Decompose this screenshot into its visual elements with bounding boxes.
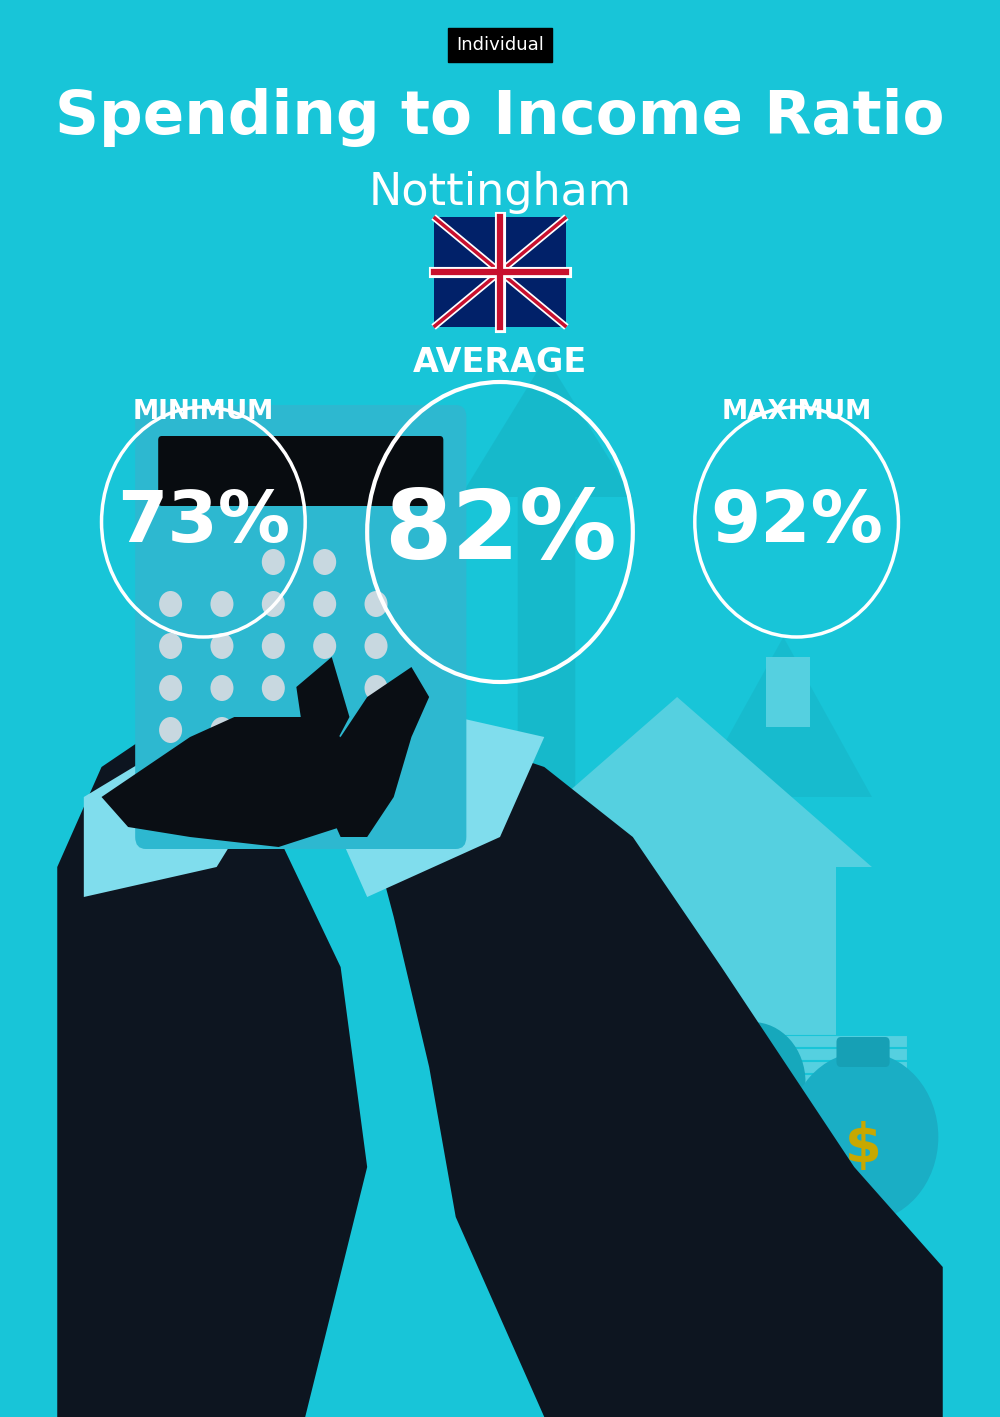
Text: 73%: 73% xyxy=(117,487,290,557)
Polygon shape xyxy=(367,737,943,1417)
FancyBboxPatch shape xyxy=(748,1100,907,1112)
Polygon shape xyxy=(341,717,544,897)
Circle shape xyxy=(210,591,233,616)
Circle shape xyxy=(262,591,285,616)
Text: MAXIMUM: MAXIMUM xyxy=(722,400,872,425)
Circle shape xyxy=(210,717,233,743)
Circle shape xyxy=(210,633,233,659)
FancyBboxPatch shape xyxy=(748,1049,907,1060)
FancyBboxPatch shape xyxy=(158,436,443,506)
Circle shape xyxy=(313,674,336,701)
FancyBboxPatch shape xyxy=(518,862,836,1097)
Circle shape xyxy=(210,760,233,785)
Circle shape xyxy=(313,548,336,575)
FancyBboxPatch shape xyxy=(135,405,466,849)
Circle shape xyxy=(262,633,285,659)
Circle shape xyxy=(365,717,388,743)
Circle shape xyxy=(159,674,182,701)
Circle shape xyxy=(159,591,182,616)
Text: Spending to Income Ratio: Spending to Income Ratio xyxy=(55,88,945,146)
Text: Nottingham: Nottingham xyxy=(369,170,632,214)
FancyBboxPatch shape xyxy=(434,217,566,327)
Circle shape xyxy=(313,760,336,785)
Circle shape xyxy=(159,633,182,659)
Circle shape xyxy=(159,717,182,743)
FancyBboxPatch shape xyxy=(748,1074,907,1085)
Circle shape xyxy=(210,674,233,701)
FancyBboxPatch shape xyxy=(748,1087,907,1100)
FancyBboxPatch shape xyxy=(748,1034,907,1047)
Circle shape xyxy=(262,548,285,575)
Polygon shape xyxy=(296,657,349,767)
Circle shape xyxy=(365,674,388,701)
FancyBboxPatch shape xyxy=(620,947,708,1097)
FancyBboxPatch shape xyxy=(836,1037,890,1067)
Polygon shape xyxy=(57,737,367,1417)
Circle shape xyxy=(313,633,336,659)
Circle shape xyxy=(159,760,182,785)
Circle shape xyxy=(313,591,336,616)
Circle shape xyxy=(699,1022,805,1142)
Polygon shape xyxy=(482,697,872,867)
Circle shape xyxy=(313,717,336,743)
Circle shape xyxy=(365,591,388,616)
Polygon shape xyxy=(695,638,872,796)
Polygon shape xyxy=(190,436,456,767)
Text: AVERAGE: AVERAGE xyxy=(413,346,587,378)
Circle shape xyxy=(365,760,388,785)
Circle shape xyxy=(262,760,285,785)
Text: Individual: Individual xyxy=(456,35,544,54)
Circle shape xyxy=(262,674,285,701)
Text: 92%: 92% xyxy=(710,487,883,557)
Polygon shape xyxy=(323,667,429,837)
FancyBboxPatch shape xyxy=(748,1061,907,1073)
Circle shape xyxy=(262,717,285,743)
Circle shape xyxy=(788,1051,938,1221)
Polygon shape xyxy=(84,717,279,897)
Polygon shape xyxy=(460,357,633,796)
FancyBboxPatch shape xyxy=(766,657,810,727)
Text: $: $ xyxy=(845,1121,881,1173)
Polygon shape xyxy=(102,717,367,847)
Circle shape xyxy=(365,633,388,659)
Text: $: $ xyxy=(740,1076,765,1110)
Text: MINIMUM: MINIMUM xyxy=(133,400,274,425)
Text: 82%: 82% xyxy=(384,486,616,578)
